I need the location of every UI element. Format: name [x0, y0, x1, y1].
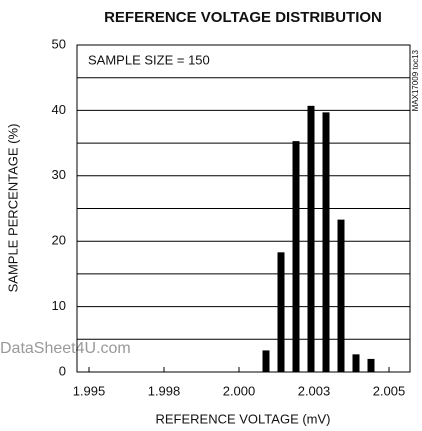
y-tick-label: 30: [52, 167, 66, 182]
bar: [322, 112, 330, 372]
y-tick-label: 50: [52, 36, 66, 51]
sample-size-note: SAMPLE SIZE = 150: [88, 52, 210, 67]
x-tick-label: 2.000: [223, 383, 256, 398]
watermark: DataSheet4U.com: [0, 340, 131, 357]
bar: [337, 219, 345, 372]
bar: [277, 252, 285, 372]
y-tick-label: 0: [59, 363, 66, 378]
bar: [367, 358, 375, 372]
y-tick-label: 10: [52, 298, 66, 313]
x-axis-label: REFERENCE VOLTAGE (mV): [155, 411, 330, 426]
plot-frame: [76, 44, 411, 373]
bar: [352, 354, 360, 372]
figure-id: MAX17009 toc13: [411, 49, 420, 111]
x-tick-label: 2.005: [373, 383, 406, 398]
x-tick-label: 1.995: [73, 383, 106, 398]
y-tick-label: 40: [52, 102, 66, 117]
x-tick-label: 2.003: [298, 383, 331, 398]
chart-title: REFERENCE VOLTAGE DISTRIBUTION: [104, 9, 382, 26]
y-axis-label: SAMPLE PERCENTAGE (%): [5, 124, 20, 293]
bar: [292, 141, 300, 372]
bar: [307, 105, 315, 373]
y-tick-label: 20: [52, 233, 66, 248]
x-tick-label: 1.998: [148, 383, 181, 398]
bar: [262, 350, 270, 372]
